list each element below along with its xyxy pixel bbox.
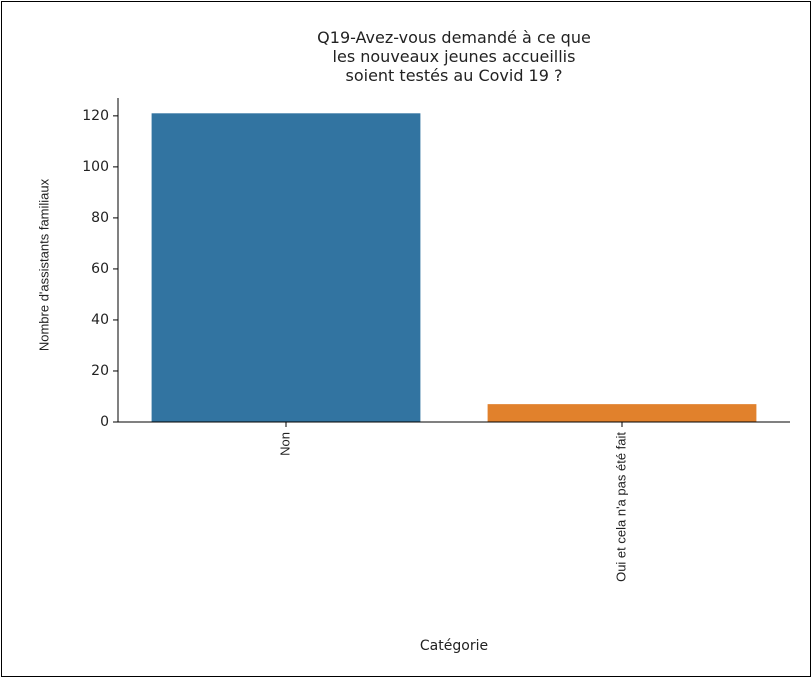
y-tick-label: 40 [91,312,109,328]
chart-title: Q19-Avez-vous demandé à ce que les nouve… [317,28,591,85]
y-tick-label: 100 [82,159,109,175]
bar [151,113,421,423]
x-axis-label: Catégorie [420,638,488,654]
y-tick-label: 0 [100,414,109,430]
y-axis-label: Nombre d'assistants familiaux [36,178,51,351]
x-tick-label: Oui et cela n'a pas été fait [613,432,628,582]
y-tick-label: 80 [91,210,109,226]
x-tick-label: Non [277,432,292,456]
y-tick-label: 20 [91,363,109,379]
y-tick-label: 60 [91,261,109,277]
bar [487,404,757,422]
y-tick-label: 120 [82,108,109,124]
